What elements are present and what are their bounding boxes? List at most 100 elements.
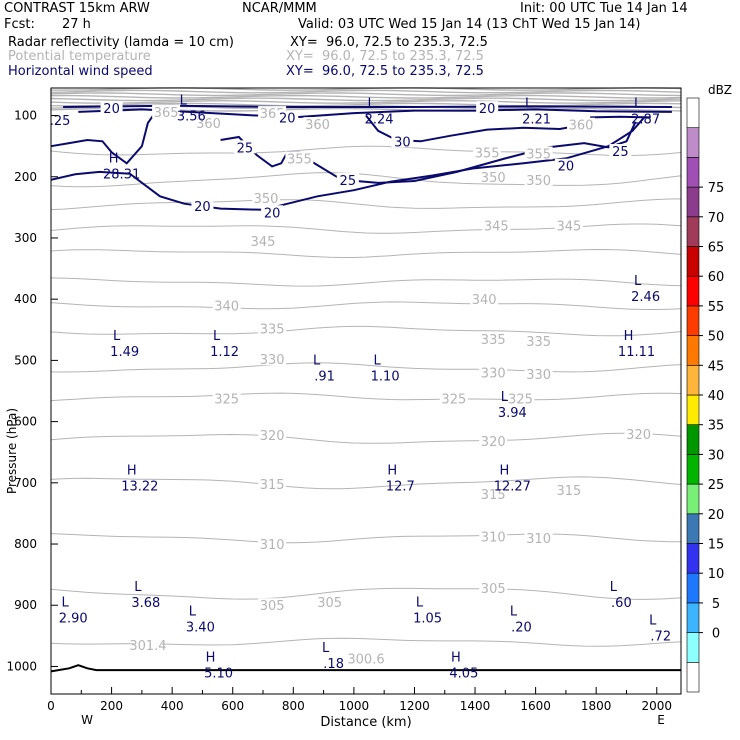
colorbar-swatch [686, 246, 700, 277]
extremum-marker: H [499, 464, 509, 479]
theta-label-bg [258, 352, 287, 366]
field-wind-xy: XY= 96.0, 72.5 to 235.3, 72.5 [286, 64, 484, 79]
extremum-marker: H [624, 329, 634, 344]
theta-label: 345 [484, 220, 509, 235]
theta-label-bg [479, 365, 508, 379]
theta-label: 330 [481, 367, 506, 382]
theta-label-bg [479, 434, 508, 448]
theta-contour-line [50, 223, 682, 234]
terrain [50, 664, 681, 673]
theta-label-bg [212, 391, 241, 405]
x-tick-label: 0 [47, 699, 55, 713]
extremum-value: 3.94 [498, 406, 527, 421]
extremum-marker: L [213, 329, 221, 344]
extremum-value: 5.10 [204, 666, 233, 681]
wind-label-bg [100, 101, 123, 115]
extremum-value: 3.68 [131, 596, 160, 611]
y-tick-label: 900 [14, 598, 37, 612]
theta-contours [50, 87, 682, 647]
extremum-value: .18 [323, 657, 344, 672]
extremum-value: 1.49 [110, 345, 139, 360]
wind-contour-line [50, 116, 646, 211]
extremum-marker: H [127, 464, 137, 479]
wind-contour-line [590, 115, 651, 119]
theta-contour-line [50, 145, 682, 156]
theta-label: 360 [305, 118, 330, 133]
theta-label: 345 [557, 220, 582, 235]
extremum-value: 2.90 [59, 611, 88, 626]
colorbar-swatch [686, 157, 700, 188]
wind-label: 20 [264, 206, 281, 221]
extremum-value: 2.46 [631, 290, 660, 305]
theta-label-bg [258, 598, 287, 612]
theta-contour-line [50, 432, 682, 444]
extremum-marker: L [634, 274, 642, 289]
x-tick-label: 1600 [520, 699, 551, 713]
extremum-value: 2.24 [365, 112, 394, 127]
theta-label-bg [258, 537, 287, 551]
x-tick-label: 1800 [581, 699, 612, 713]
theta-label: 325 [441, 392, 466, 407]
colorbar-label: 35 [708, 419, 725, 434]
theta-contour-line [50, 533, 681, 544]
field-theta-name: Potential temperature [8, 49, 151, 64]
theta-label: 335 [481, 333, 506, 348]
wind-label: 25 [237, 141, 254, 156]
theta-label-bg [473, 145, 502, 159]
chart-title: CONTRAST 15km ARW [4, 1, 150, 16]
colorbar-label: 65 [708, 241, 725, 256]
theta-label: 355 [526, 147, 551, 162]
theta-label: 350 [254, 192, 279, 207]
theta-label-bg [133, 638, 162, 652]
theta-label: 335 [260, 323, 285, 338]
colorbar-swatch [686, 275, 700, 307]
theta-label: 365 [154, 106, 179, 121]
extremum-value: 1.05 [413, 611, 442, 626]
theta-label-bg [524, 530, 553, 544]
extremum-value: 11.11 [618, 345, 655, 360]
colorbar-swatch [686, 661, 700, 693]
theta-label: 300.6 [347, 652, 384, 667]
theta-label-bg [252, 191, 281, 205]
field-reflectivity-name: Radar reflectivity (lamda = 10 cm) [8, 35, 234, 50]
init-time: Init: 00 UTC Tue 14 Jan 14 [520, 1, 688, 16]
theta-label-bg [479, 486, 508, 500]
y-tick-label: 800 [14, 537, 37, 551]
colorbar-swatch [686, 602, 700, 633]
x-tick-label: 1400 [460, 699, 491, 713]
theta-label-bg [554, 218, 583, 232]
theta-label: 315 [260, 478, 285, 493]
extremum-marker: L [374, 354, 382, 369]
y-tick-label: 500 [14, 353, 37, 367]
theta-label-bg [352, 651, 380, 665]
theta-label: 320 [260, 429, 285, 444]
extremum-marker: L [501, 390, 509, 405]
extremum-value: .91 [314, 370, 335, 385]
x-tick-label: 400 [161, 699, 184, 713]
theta-label-bg [470, 292, 499, 306]
theta-label-bg [194, 115, 223, 129]
theta-label: 315 [557, 484, 582, 499]
extremum-value: 2.87 [631, 112, 660, 127]
theta-label: 305 [260, 599, 285, 614]
colorbar-swatch [686, 305, 700, 336]
wind-label-bg [336, 172, 359, 186]
theta-label: 310 [481, 531, 506, 546]
extremum-marker: L [510, 604, 518, 619]
colorbar-label: 50 [708, 330, 725, 345]
theta-label-bg [285, 151, 314, 165]
theta-contour-line [50, 476, 682, 490]
x-tick-label: 1000 [339, 699, 370, 713]
colorbar: 0 5 10 15 20 25 30 35 40 45 50 55 60 65 70 75 dBZ [686, 83, 732, 693]
wind-label-bg [554, 158, 577, 172]
colorbar-swatch [686, 97, 700, 129]
theta-label: 345 [251, 235, 276, 250]
valid-time: Valid: 03 UTC Wed 15 Jan 14 (13 ChT Wed … [298, 17, 641, 32]
extremum-value: 3.40 [186, 620, 215, 635]
west-label: W [81, 713, 93, 727]
extremum-marker: L [134, 580, 142, 595]
theta-label: 320 [481, 435, 506, 450]
theta-label-bg [212, 298, 241, 312]
wind-contour-line [78, 108, 672, 119]
